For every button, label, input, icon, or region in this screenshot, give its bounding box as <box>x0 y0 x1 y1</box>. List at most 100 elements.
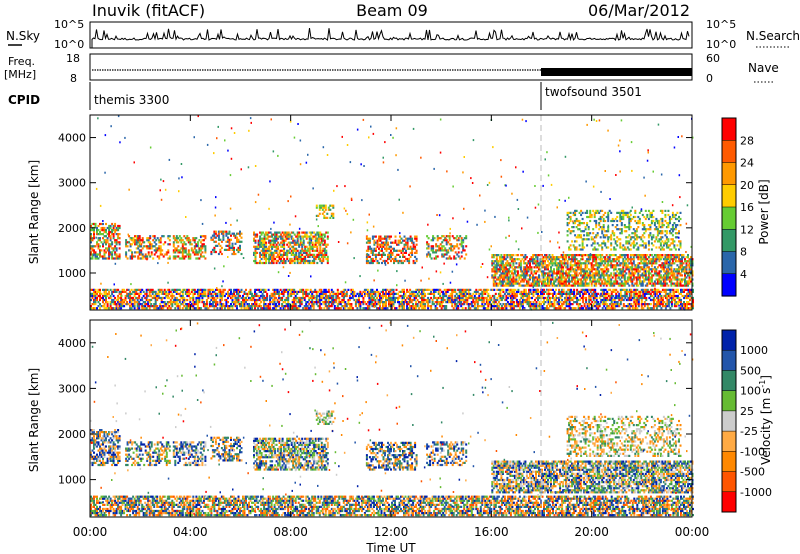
range-gate <box>112 224 115 228</box>
range-gate <box>551 262 554 265</box>
range-gate <box>644 276 647 279</box>
range-gate <box>626 260 629 263</box>
range-gate <box>324 206 327 209</box>
range-gate <box>652 236 655 239</box>
range-gate <box>169 307 172 310</box>
range-gate <box>233 250 235 254</box>
range-gate <box>653 222 656 225</box>
range-gate <box>596 266 599 269</box>
nsky-trace <box>91 28 690 48</box>
range-gate <box>99 233 101 236</box>
range-gate <box>662 248 665 251</box>
range-gate <box>578 211 581 214</box>
range-gate <box>263 237 266 240</box>
range-gate <box>112 233 115 236</box>
range-gate <box>298 251 301 254</box>
range-gate <box>145 307 148 310</box>
range-gate <box>566 224 569 227</box>
range-gate <box>587 254 590 257</box>
range-gate <box>596 234 599 237</box>
range-gate <box>304 245 307 248</box>
range-gate <box>183 241 186 244</box>
range-gate <box>252 296 255 300</box>
range-gate <box>406 243 409 246</box>
range-gate <box>294 294 297 298</box>
range-gate <box>111 251 114 254</box>
range-gate <box>572 230 575 233</box>
range-gate <box>112 235 115 238</box>
range-gate <box>538 268 540 271</box>
range-gate <box>506 276 509 279</box>
range-gate <box>323 239 326 242</box>
range-gate <box>292 247 295 250</box>
range-gate <box>171 303 174 306</box>
range-gate <box>548 272 551 275</box>
range-gate <box>507 270 510 273</box>
range-gate <box>388 253 391 256</box>
range-gate <box>213 240 216 243</box>
range-gate <box>610 278 613 281</box>
range-gate <box>611 258 614 261</box>
range-gate <box>310 253 313 256</box>
range-gate <box>586 272 589 275</box>
range-gate <box>560 266 563 269</box>
range-gate <box>272 241 275 244</box>
range-gate <box>638 217 641 221</box>
range-gate <box>228 238 231 241</box>
range-gate <box>510 284 513 287</box>
range-gate <box>492 268 495 271</box>
range-gate <box>271 243 274 246</box>
range-gate <box>323 251 326 254</box>
range-gate <box>94 251 97 254</box>
range-gate <box>316 245 319 248</box>
range-gate <box>590 270 593 273</box>
range-gate <box>596 280 599 283</box>
range-gate <box>623 256 626 259</box>
range-gate <box>492 278 495 281</box>
range-gate <box>305 253 308 256</box>
range-gate <box>158 255 161 258</box>
range-gate <box>602 268 605 271</box>
range-gate <box>586 260 589 263</box>
range-gate <box>258 303 261 306</box>
range-gate <box>118 233 121 236</box>
range-gate <box>515 266 518 269</box>
range-gate <box>641 262 644 265</box>
range-gate <box>592 228 595 231</box>
range-gate <box>311 255 314 258</box>
range-gate <box>283 241 286 244</box>
range-gate <box>406 247 409 250</box>
range-gate <box>498 270 501 273</box>
range-gate <box>100 226 103 230</box>
range-gate <box>99 249 101 252</box>
range-gate <box>447 235 450 238</box>
range-gate <box>566 240 569 243</box>
range-gate <box>610 262 613 265</box>
range-gate <box>131 251 134 254</box>
range-gate <box>429 255 432 258</box>
range-gate <box>320 235 323 238</box>
range-gate <box>578 284 581 287</box>
range-gate <box>414 247 417 250</box>
range-gate <box>239 248 241 251</box>
range-gate <box>631 258 634 261</box>
range-gate <box>613 272 616 275</box>
range-gate <box>108 233 111 236</box>
range-gate <box>495 256 498 259</box>
range-gate <box>522 278 525 281</box>
range-gate <box>556 268 558 271</box>
range-gate <box>115 249 118 252</box>
range-gate <box>313 231 316 234</box>
range-gate <box>548 256 551 259</box>
range-gate <box>661 240 664 243</box>
range-gate <box>290 249 293 252</box>
range-gate <box>382 241 385 244</box>
range-gate <box>602 264 605 267</box>
range-gate <box>376 243 379 246</box>
range-gate <box>604 280 607 283</box>
range-gate <box>568 284 571 287</box>
range-gate <box>628 234 631 237</box>
range-gate <box>643 280 646 283</box>
range-gate <box>527 280 530 283</box>
range-gate <box>163 288 166 291</box>
